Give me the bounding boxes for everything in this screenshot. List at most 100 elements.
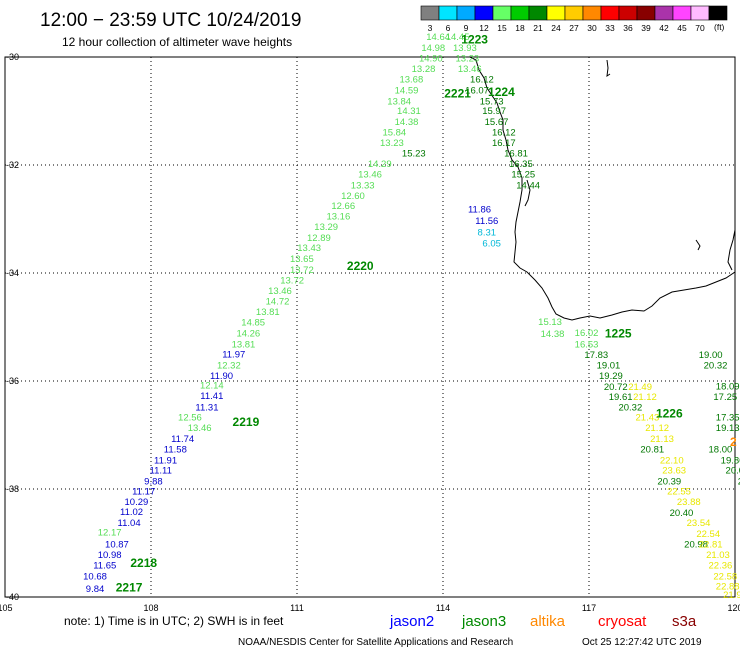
wave-height-value: 20.32 xyxy=(704,360,728,371)
wave-height-value: 8.31 xyxy=(478,228,497,239)
wave-height-value: 13.46 xyxy=(188,423,212,434)
wave-height-value: 15.97 xyxy=(482,106,506,117)
colorbar-swatch xyxy=(474,5,494,21)
wave-height-value: 15.73 xyxy=(480,96,504,107)
wave-height-value: 21.43 xyxy=(636,413,660,424)
island-outline xyxy=(606,59,611,78)
wave-height-value: 17.25 xyxy=(713,392,737,403)
wave-height-value: 21.49 xyxy=(628,382,652,393)
coastline-east xyxy=(727,229,736,271)
coastline-inlet xyxy=(524,179,531,207)
satellite-legend-item: jason3 xyxy=(461,613,506,630)
wave-height-value: 14.90 xyxy=(419,54,443,65)
wave-height-value: 17.83 xyxy=(584,350,608,361)
wave-height-value: 16.07 xyxy=(465,85,489,96)
y-tick-label: -38 xyxy=(6,484,19,494)
colorbar-swatch xyxy=(618,5,638,21)
colorbar-label: 33 xyxy=(605,23,615,33)
colorbar-swatch xyxy=(654,5,674,21)
track-time-label: 1224 xyxy=(488,85,515,99)
wave-height-value: 22.55 xyxy=(667,487,691,498)
wave-height-value: 16.35 xyxy=(509,159,533,170)
colorbar-label: 9 xyxy=(464,23,469,33)
wave-height-value: 21.12 xyxy=(645,423,669,434)
track-time-label: 1223 xyxy=(461,33,488,47)
coastline-west-australia xyxy=(469,56,736,321)
wave-height-value: 11.02 xyxy=(120,507,143,518)
track-time-label: 1226 xyxy=(656,406,683,420)
wave-height-value: 15.13 xyxy=(538,317,562,328)
x-tick-label: 111 xyxy=(290,603,304,613)
wave-height-value: 22.36 xyxy=(709,561,733,572)
wave-height-value: 17.35 xyxy=(716,413,740,424)
edge-label: 2 xyxy=(730,435,737,449)
satellite-legend-item: cryosat xyxy=(598,613,647,630)
wave-height-value: 11.04 xyxy=(118,518,141,529)
wave-height-value: 14.44 xyxy=(516,181,540,192)
wave-height-value: 22.88 xyxy=(716,582,740,593)
wave-height-value: 13.23 xyxy=(455,54,479,65)
wave-height-value: 19.13 xyxy=(716,423,740,434)
y-tick-label: -40 xyxy=(6,592,19,602)
wave-height-value: 22.81 xyxy=(699,540,723,551)
wave-height-value: 21.13 xyxy=(650,434,674,445)
coastline-islet xyxy=(695,239,701,251)
wave-height-value: 14.72 xyxy=(266,297,290,308)
wave-height-value: 11.11 xyxy=(150,466,172,477)
colorbar-swatch xyxy=(690,5,710,21)
wave-height-value: 19.86 xyxy=(721,455,740,466)
wave-height-value: 13.23 xyxy=(380,138,404,149)
wave-height-value: 21.98 xyxy=(723,590,740,601)
track-time-label: 2221 xyxy=(444,87,471,101)
colorbar-label: 12 xyxy=(479,23,489,33)
wave-height-value: 14.38 xyxy=(541,329,565,340)
colorbar-label: 39 xyxy=(641,23,651,33)
wave-height-value: 14.85 xyxy=(241,318,265,329)
wave-height-value: 15.25 xyxy=(511,170,535,181)
colorbar-swatch xyxy=(492,5,512,21)
wave-height-value: 11.58 xyxy=(164,445,187,456)
satellite-legend-item: jason2 xyxy=(389,613,434,630)
wave-height-value: 13.68 xyxy=(399,75,423,86)
wave-height-value: 19.61 xyxy=(609,392,633,403)
wave-height-value: 18.00 xyxy=(709,445,733,456)
wave-height-value: 13.84 xyxy=(387,96,411,107)
colorbar: 3 6 9 12 15 18 21 24 27 30 33 36 39 42 45 70 xyxy=(420,5,728,33)
wave-height-value: 23.88 xyxy=(677,497,701,508)
wave-height-value: 14.98 xyxy=(421,43,445,54)
wave-height-value: 10.87 xyxy=(105,540,129,551)
y-tick-label: -30 xyxy=(6,52,19,62)
wave-height-value: 14.31 xyxy=(397,106,421,117)
colorbar-label: 15 xyxy=(497,23,507,33)
chart-title: 12:00 − 23:59 UTC 10/24/2019 xyxy=(40,10,301,31)
wave-height-value: 18.09 xyxy=(716,381,740,392)
colorbar-swatch xyxy=(708,5,728,21)
colorbar-swatch xyxy=(672,5,692,21)
wave-height-value: 20.72 xyxy=(604,382,628,393)
plot-frame xyxy=(4,56,736,598)
colorbar-label: 3 xyxy=(428,23,433,33)
wave-height-value: 22.10 xyxy=(660,455,684,466)
x-tick-label: 105 xyxy=(0,603,13,613)
wave-height-value: 11.41 xyxy=(200,391,223,402)
y-tick-label: -36 xyxy=(6,376,19,386)
wave-height-value: 22.58 xyxy=(713,571,737,582)
colorbar-swatch xyxy=(438,5,458,21)
wave-height-value: 16.53 xyxy=(575,339,599,350)
wave-height-value: 21.12 xyxy=(633,392,657,403)
colorbar-swatch xyxy=(456,5,476,21)
wave-height-value: 13.81 xyxy=(256,307,280,318)
colorbar-label: 42 xyxy=(659,23,669,33)
wave-height-value: 20.81 xyxy=(640,445,664,456)
wave-height-value: 9.88 xyxy=(144,476,163,487)
wave-height-value: 11.97 xyxy=(222,350,245,361)
wave-height-value: 11.17 xyxy=(132,487,155,498)
wave-height-value: 11.31 xyxy=(195,402,218,413)
wave-height-value: 16.12 xyxy=(470,75,494,86)
wave-height-value: 13.28 xyxy=(412,64,436,75)
colorbar-label: 70 xyxy=(695,23,705,33)
colorbar-label: 24 xyxy=(551,23,561,33)
wave-height-value: 14.59 xyxy=(395,85,419,96)
colorbar-swatch xyxy=(636,5,656,21)
